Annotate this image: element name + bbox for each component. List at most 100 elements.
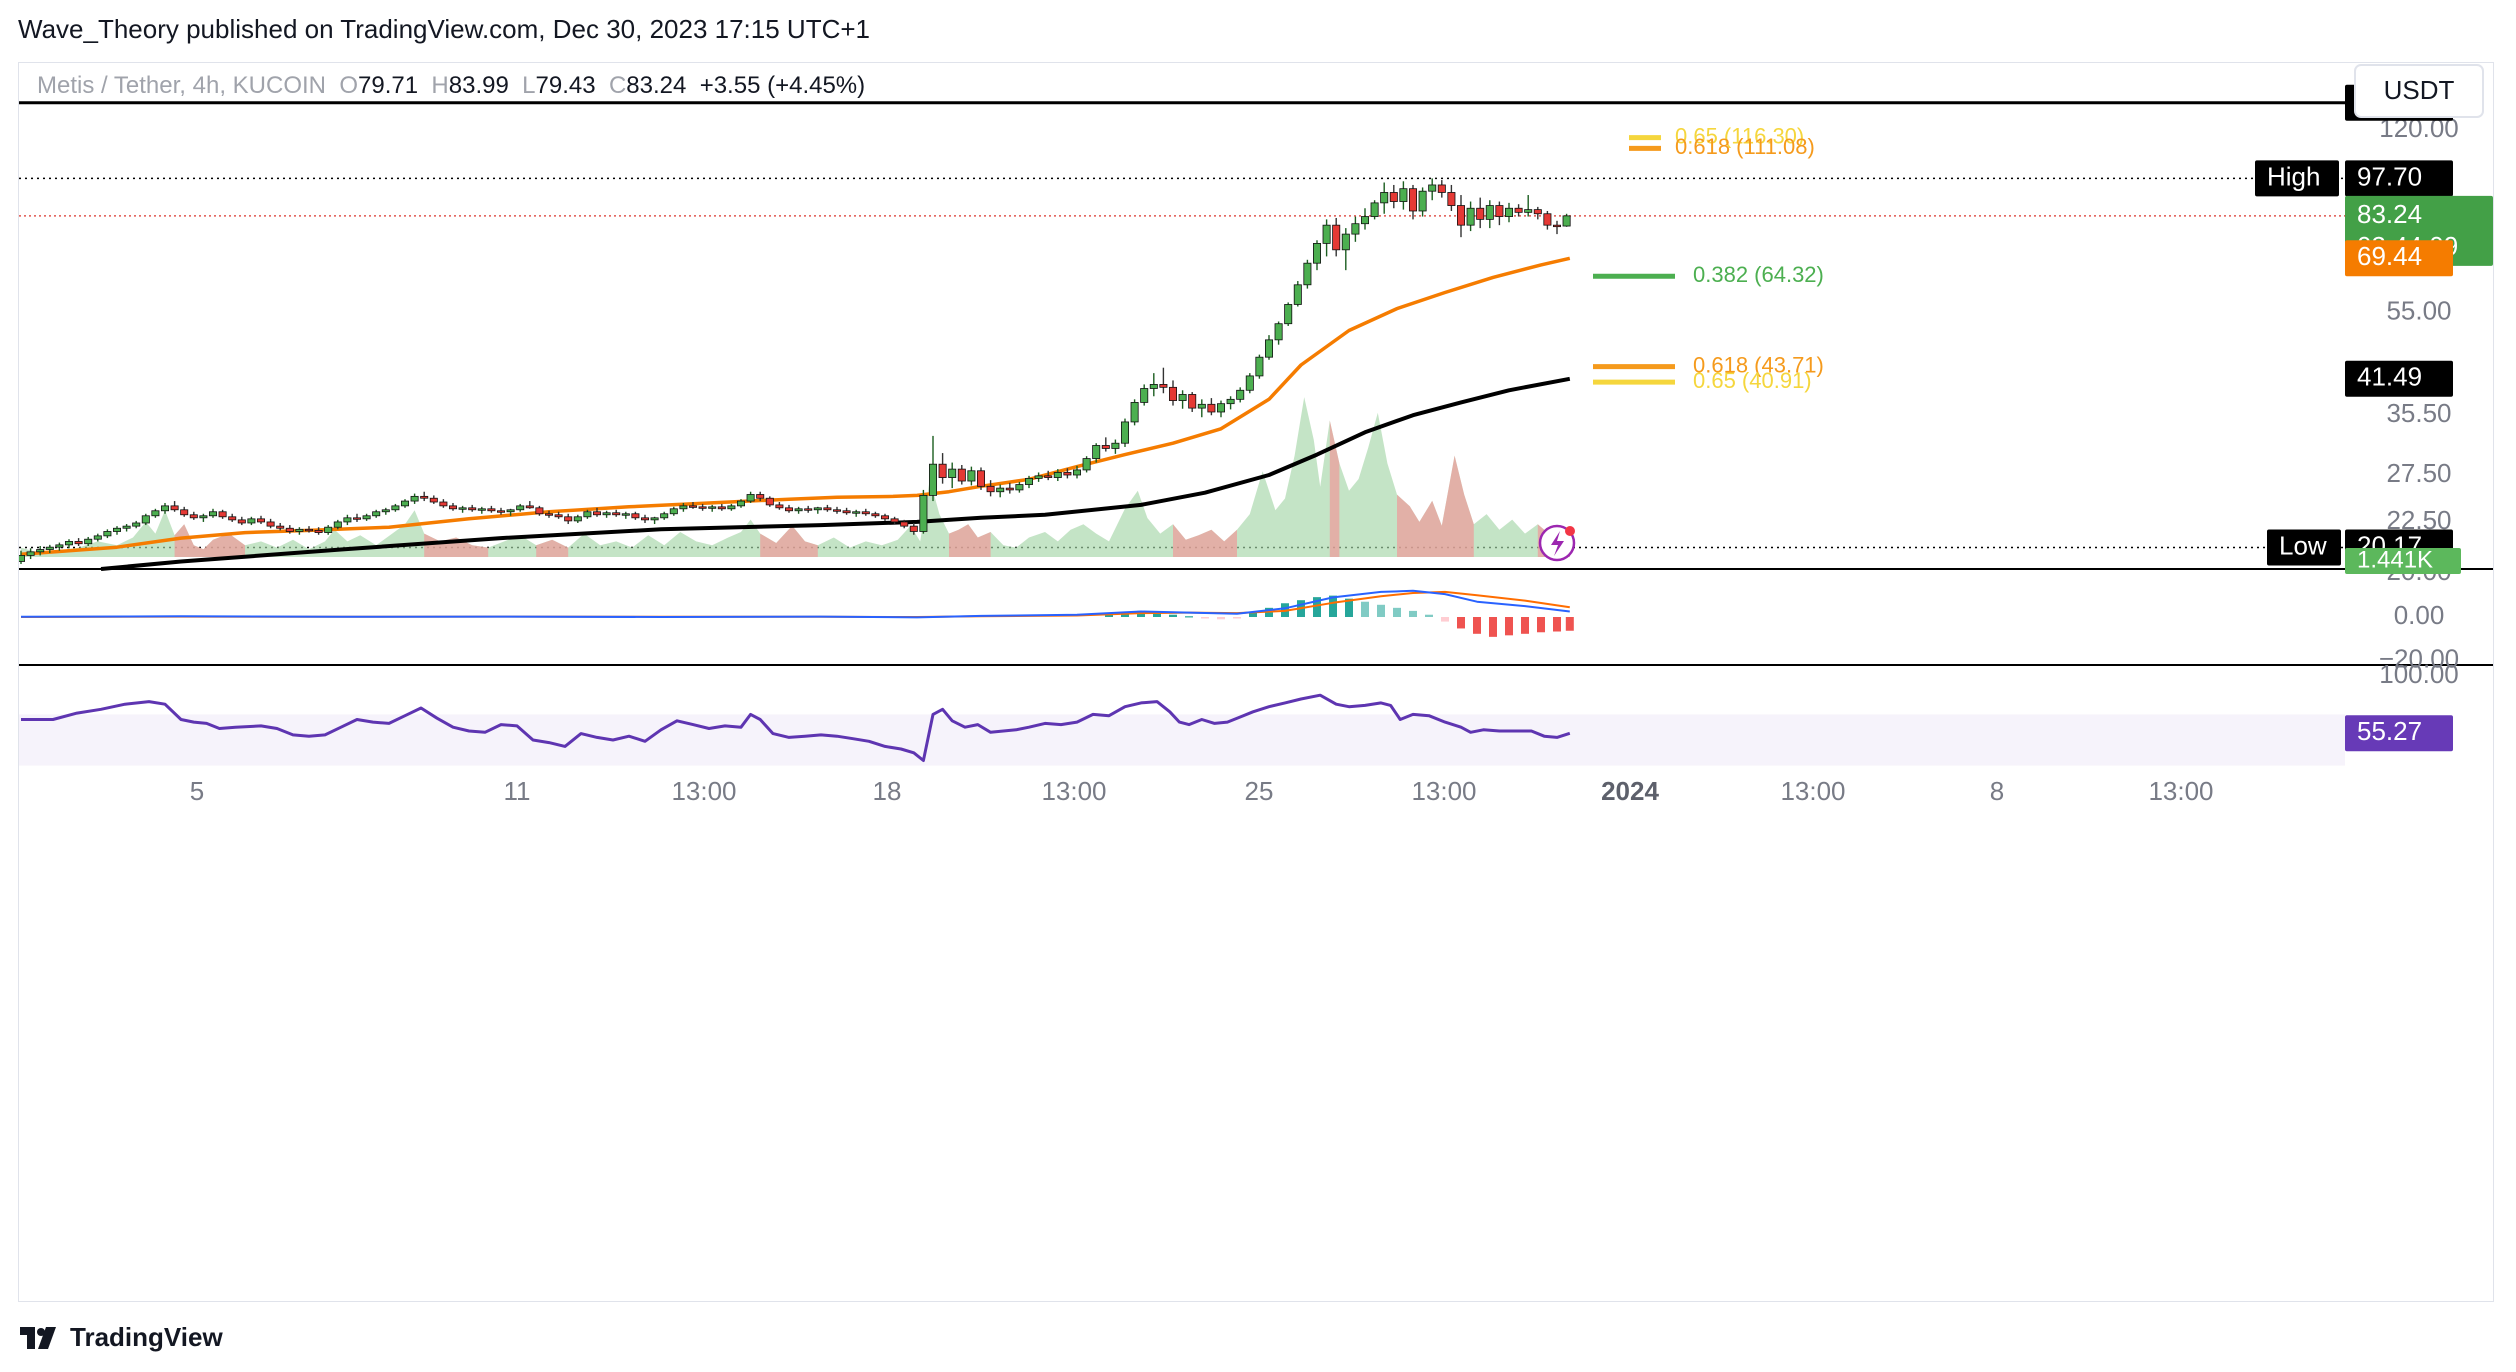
candle-body-up <box>1197 403 1206 409</box>
ema50-price-label-bg <box>2345 240 2453 277</box>
candle <box>1245 373 1254 394</box>
candle-body-up <box>1178 394 1187 401</box>
candle-body-up <box>36 549 45 553</box>
candle <box>468 504 477 512</box>
candle-body-down <box>765 497 774 506</box>
candle-body-up <box>1303 262 1312 286</box>
candle-body-up <box>602 512 611 516</box>
candle-body-up <box>1236 389 1245 400</box>
candle <box>717 503 726 511</box>
time-axis-tick: 13:00 <box>1411 776 1476 806</box>
currency-button[interactable]: USDT <box>2354 64 2484 118</box>
candle <box>314 527 323 535</box>
candle-body-up <box>247 518 256 524</box>
candle <box>881 513 890 521</box>
macd-histogram-bar <box>1217 617 1225 620</box>
candle-body-up <box>660 513 669 519</box>
candle-body-up <box>813 507 822 511</box>
candle <box>1303 259 1312 289</box>
rsi-value-label-text: 55.27 <box>2357 716 2422 746</box>
candle-body-up <box>477 508 486 511</box>
candle <box>631 511 640 520</box>
ema200-price-label-bg <box>2345 360 2453 397</box>
candle-body-down <box>228 516 237 521</box>
candle <box>765 496 774 507</box>
candle <box>804 505 813 513</box>
candle <box>180 506 189 517</box>
candle <box>842 507 851 515</box>
candle-body-down <box>1553 224 1562 228</box>
candle-body-up <box>151 510 160 517</box>
candle <box>775 502 784 510</box>
macd-histogram-bar <box>1489 617 1497 637</box>
candle-body-up <box>362 515 371 520</box>
candle-body-up <box>1265 339 1274 358</box>
candle <box>170 501 179 512</box>
rsi-value-label-bg <box>2345 715 2453 752</box>
macd-histogram-bar <box>1233 617 1241 619</box>
candle-body-up <box>929 463 938 496</box>
macd-histogram-bar <box>1185 616 1193 618</box>
candle <box>487 505 496 513</box>
candle-body-up <box>113 527 122 532</box>
macd-histogram-bar <box>1249 612 1257 617</box>
lightning-icon-dot <box>1565 526 1575 536</box>
volume-label: 1.441K <box>2345 546 2461 574</box>
high-price-label-text: 97.70 <box>2357 161 2422 191</box>
candle-body-up <box>160 505 169 512</box>
candle-body-down <box>1332 224 1341 251</box>
time-axis-tick: 13:00 <box>1041 776 1106 806</box>
macd-axis-tick: 0.00 <box>2394 600 2445 630</box>
high-price-label: 97.70 <box>2345 160 2453 197</box>
candle-body-down <box>1437 184 1446 193</box>
candle <box>372 509 381 518</box>
candle-body-up <box>1245 375 1254 391</box>
candle-body-down <box>1101 445 1110 449</box>
candle <box>391 503 400 512</box>
high-tag: High <box>2255 160 2339 197</box>
macd-histogram-bar <box>1565 617 1574 631</box>
candle <box>189 511 198 520</box>
ohlc-legend[interactable]: Metis / Tether, 4h, KUCOIN O79.71 H83.99… <box>37 72 865 99</box>
volume-area-down <box>1173 524 1237 557</box>
legend-symbol: Metis / Tether, 4h, KUCOIN <box>37 72 326 99</box>
candle <box>1505 202 1514 223</box>
candle <box>208 508 217 518</box>
candle <box>535 505 544 516</box>
candle <box>122 524 131 532</box>
candle-body-up <box>65 541 74 546</box>
time-axis-tick: 11 <box>504 776 531 806</box>
macd-histogram-bar <box>1393 607 1401 617</box>
high-price-label-bg <box>2345 160 2453 197</box>
candle <box>496 507 505 515</box>
candle-body-up <box>1370 202 1379 217</box>
candle-body-up <box>295 528 304 532</box>
candle <box>1149 373 1158 397</box>
price-chart[interactable]: 120.0090.0055.0035.5027.5022.5020.000.65… <box>16 39 2493 1301</box>
candle-body-up <box>324 526 333 533</box>
candle-body-up <box>132 522 141 527</box>
macd-histogram-bar <box>1553 617 1561 632</box>
candle-body-down <box>833 509 842 512</box>
candle-body-up <box>650 517 659 521</box>
candle <box>794 506 803 514</box>
candle <box>218 509 227 519</box>
ema200-price-label-text: 41.49 <box>2357 362 2422 392</box>
rsi-value-label: 55.27 <box>2345 715 2453 752</box>
candle-body-down <box>842 510 851 514</box>
candle-body-up <box>93 535 102 540</box>
lightning-icon[interactable] <box>1538 524 1576 562</box>
candle-body-down <box>612 512 621 516</box>
legend-high: 83.99 <box>449 72 509 99</box>
candle <box>1399 181 1408 210</box>
candle <box>333 519 342 530</box>
candle <box>1562 213 1571 227</box>
tradingview-brand[interactable]: TradingView <box>20 1322 223 1353</box>
candle-body-up <box>1073 469 1082 476</box>
candle-body-up <box>343 517 352 523</box>
candle <box>1130 399 1139 426</box>
candle <box>151 508 160 518</box>
chart-frame: 120.0090.0055.0035.5027.5022.5020.000.65… <box>16 39 2494 1302</box>
candle-body-up <box>1284 304 1293 325</box>
candle <box>1322 219 1331 257</box>
